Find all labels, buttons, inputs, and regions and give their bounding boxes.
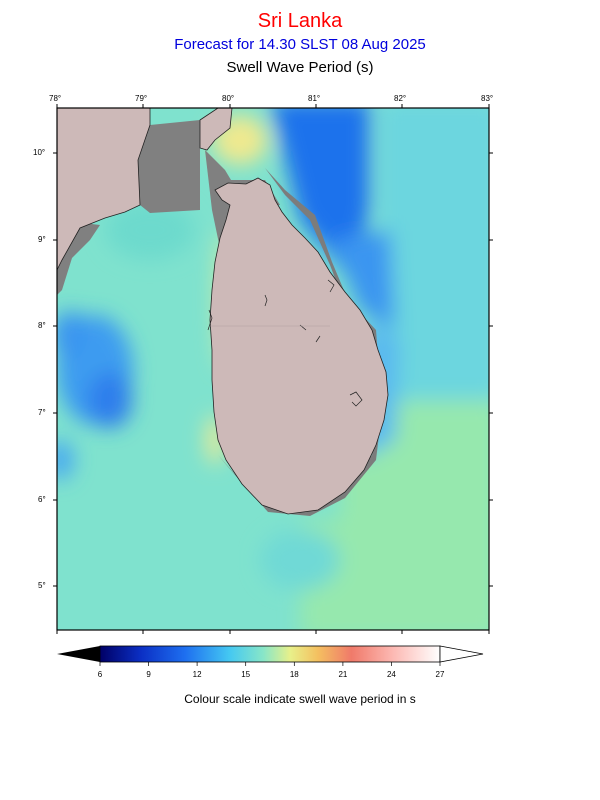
colorbar-label: 24 (386, 670, 396, 679)
region-title: Sri Lanka (257, 10, 343, 32)
lon-label: 79° (135, 94, 148, 103)
colorbar-label: 21 (338, 670, 348, 679)
lat-label: 8° (38, 321, 46, 330)
lon-label: 80° (222, 94, 235, 103)
lat-label: 6° (38, 495, 46, 504)
colorbar-label: 12 (192, 670, 202, 679)
lon-label: 83° (481, 94, 494, 103)
lat-label: 10° (33, 148, 46, 157)
lon-label: 78° (49, 94, 62, 103)
forecast-time: Forecast for 14.30 SLST 08 Aug 2025 (174, 36, 426, 53)
india-land (57, 108, 151, 271)
lat-label: 9° (38, 235, 46, 244)
colorbar-label: 18 (289, 670, 299, 679)
colorbar-label: 27 (435, 670, 445, 679)
lon-label: 81° (308, 94, 321, 103)
colorbar-label: 9 (146, 670, 151, 679)
colorbar-label: 15 (241, 670, 251, 679)
lat-label: 7° (38, 408, 46, 417)
colorbar-caption: Colour scale indicate swell wave period … (184, 692, 416, 706)
colorbar (57, 645, 484, 666)
sri-lanka-land (209, 177, 389, 515)
map-area (57, 108, 489, 630)
variable-title: Swell Wave Period (s) (226, 59, 374, 76)
map-frame (56, 107, 490, 631)
lat-label: 5° (38, 581, 46, 590)
colorbar-label: 6 (97, 670, 103, 679)
lon-label: 82° (394, 94, 407, 103)
